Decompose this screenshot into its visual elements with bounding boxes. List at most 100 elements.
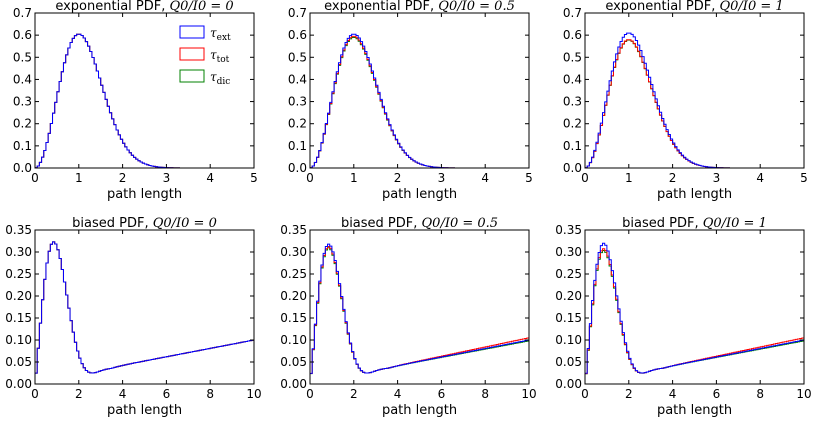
panel-6: 0 2 4 6 8 10 0.00 0.05 0.10 0.15 0.20 0.25 0.30 0.35 p… — [555, 216, 811, 418]
chart-title-text: exponential PDF, — [605, 0, 719, 14]
y-tick-label: 0.6 — [13, 28, 32, 42]
panel-5: 0 2 4 6 8 10 0.00 0.05 0.10 0.15 0.20 0.25 0.30 0.35 p… — [280, 216, 536, 418]
x-tick-label: 4 — [481, 171, 489, 185]
x-tick-label: 3 — [713, 171, 721, 185]
axes-frame — [34, 229, 255, 385]
legend-swatch-tot — [179, 47, 205, 61]
y-tick-label: 0.20 — [280, 289, 307, 303]
chart-title-text: biased PDF, — [72, 216, 153, 231]
x-tick-label: 8 — [481, 387, 489, 401]
legend-swatch-ext — [179, 25, 205, 39]
x-tick-label: 2 — [669, 171, 677, 185]
x-axis-label: path length — [382, 403, 457, 418]
series-dic-line — [34, 241, 254, 384]
y-tick-label: 0.7 — [288, 6, 307, 20]
panel-1: 0 1 2 3 4 5 0.0 0.1 0.2 0.3 0.4 0.5 0.6 0.7 path lengt… — [13, 0, 258, 202]
x-tick-label: 0 — [581, 171, 589, 185]
legend-label-ext: τext — [210, 26, 231, 43]
y-tick-label: 0.7 — [13, 6, 32, 20]
x-tick-label: 3 — [163, 171, 171, 185]
y-tick-label: 0.2 — [13, 117, 32, 131]
x-axis-label: path length — [107, 187, 182, 202]
series-dic-line — [309, 247, 529, 384]
y-tick-label: 0.35 — [5, 223, 32, 237]
x-tick-label: 1 — [350, 171, 358, 185]
axes-frame — [584, 229, 805, 385]
y-tick-label: 0.6 — [288, 28, 307, 42]
series-tot-line — [584, 39, 804, 169]
x-tick-label: 4 — [119, 387, 127, 401]
chart-title-text: biased PDF, — [622, 216, 703, 231]
series-tot-line — [34, 241, 254, 384]
chart-title-text: exponential PDF, — [324, 0, 438, 14]
chart-title: exponential PDF, Q0/I0 = 1 — [605, 0, 783, 14]
y-tick-label: 0.25 — [555, 267, 582, 281]
x-tick-label: 8 — [206, 387, 214, 401]
axes-frame — [309, 12, 530, 169]
x-tick-label: 3 — [438, 171, 446, 185]
series-tot-line — [584, 248, 804, 384]
y-tick-label: 0.3 — [13, 95, 32, 109]
series-ext-line — [309, 33, 529, 169]
y-tick-label: 0.0 — [563, 161, 582, 175]
chart-title: biased PDF, Q0/I0 = 1 — [622, 216, 767, 231]
x-tick-label: 10 — [796, 387, 811, 401]
x-tick-label: 5 — [250, 171, 258, 185]
chart-title-text: biased PDF, — [341, 216, 422, 231]
x-axis-label: path length — [382, 187, 457, 202]
x-tick-label: 10 — [246, 387, 261, 401]
x-tick-label: 0 — [581, 387, 589, 401]
chart-title: exponential PDF, Q0/I0 = 0.5 — [324, 0, 515, 14]
x-tick-label: 4 — [206, 171, 214, 185]
y-tick-label: 0.3 — [288, 95, 307, 109]
x-axis-label: path length — [657, 403, 732, 418]
y-tick-label: 0.30 — [555, 245, 582, 259]
x-tick-label: 4 — [394, 387, 402, 401]
legend: τext τtot τdic — [179, 25, 231, 87]
y-tick-label: 0.20 — [555, 289, 582, 303]
y-tick-label: 0.5 — [563, 50, 582, 64]
x-axis-label: path length — [657, 187, 732, 202]
x-tick-label: 2 — [75, 387, 83, 401]
y-tick-label: 0.2 — [288, 117, 307, 131]
x-tick-label: 0 — [31, 387, 39, 401]
y-tick-label: 0.4 — [563, 72, 582, 86]
x-tick-label: 1 — [625, 171, 633, 185]
panel-3: 0 1 2 3 4 5 0.0 0.1 0.2 0.3 0.4 0.5 0.6 0.7 path lengt… — [563, 0, 808, 202]
chart-title-text: exponential PDF, — [55, 0, 169, 14]
y-tick-label: 0.15 — [5, 311, 32, 325]
x-tick-label: 6 — [438, 387, 446, 401]
y-tick-label: 0.20 — [5, 289, 32, 303]
y-tick-label: 0.0 — [13, 161, 32, 175]
y-tick-label: 0.10 — [5, 333, 32, 347]
x-tick-label: 4 — [669, 387, 677, 401]
y-tick-label: 0.10 — [280, 333, 307, 347]
x-tick-label: 2 — [119, 171, 127, 185]
y-tick-label: 0.00 — [555, 377, 582, 391]
chart-title: biased PDF, Q0/I0 = 0 — [72, 216, 217, 231]
axes-frame — [309, 229, 530, 385]
x-tick-label: 5 — [800, 171, 808, 185]
y-tick-label: 0.5 — [13, 50, 32, 64]
legend-label-dic: τdic — [210, 70, 230, 87]
legend-label-tot: τtot — [210, 48, 230, 65]
chart-title-math: Q0/I0 = 1 — [703, 216, 767, 231]
y-tick-label: 0.35 — [280, 223, 307, 237]
y-tick-label: 0.5 — [288, 50, 307, 64]
x-axis-label: path length — [107, 403, 182, 418]
x-tick-label: 2 — [625, 387, 633, 401]
series-tot-line — [309, 35, 529, 169]
x-tick-label: 2 — [394, 171, 402, 185]
y-tick-label: 0.1 — [13, 139, 32, 153]
y-tick-label: 0.00 — [5, 377, 32, 391]
y-tick-label: 0.0 — [288, 161, 307, 175]
series-ext-line — [34, 241, 254, 384]
y-tick-label: 0.2 — [563, 117, 582, 131]
x-tick-label: 0 — [306, 171, 314, 185]
chart-title-math: Q0/I0 = 0.5 — [422, 216, 499, 231]
x-tick-label: 4 — [756, 171, 764, 185]
x-tick-label: 1 — [75, 171, 83, 185]
series-ext-line — [309, 243, 529, 384]
x-tick-label: 8 — [756, 387, 764, 401]
